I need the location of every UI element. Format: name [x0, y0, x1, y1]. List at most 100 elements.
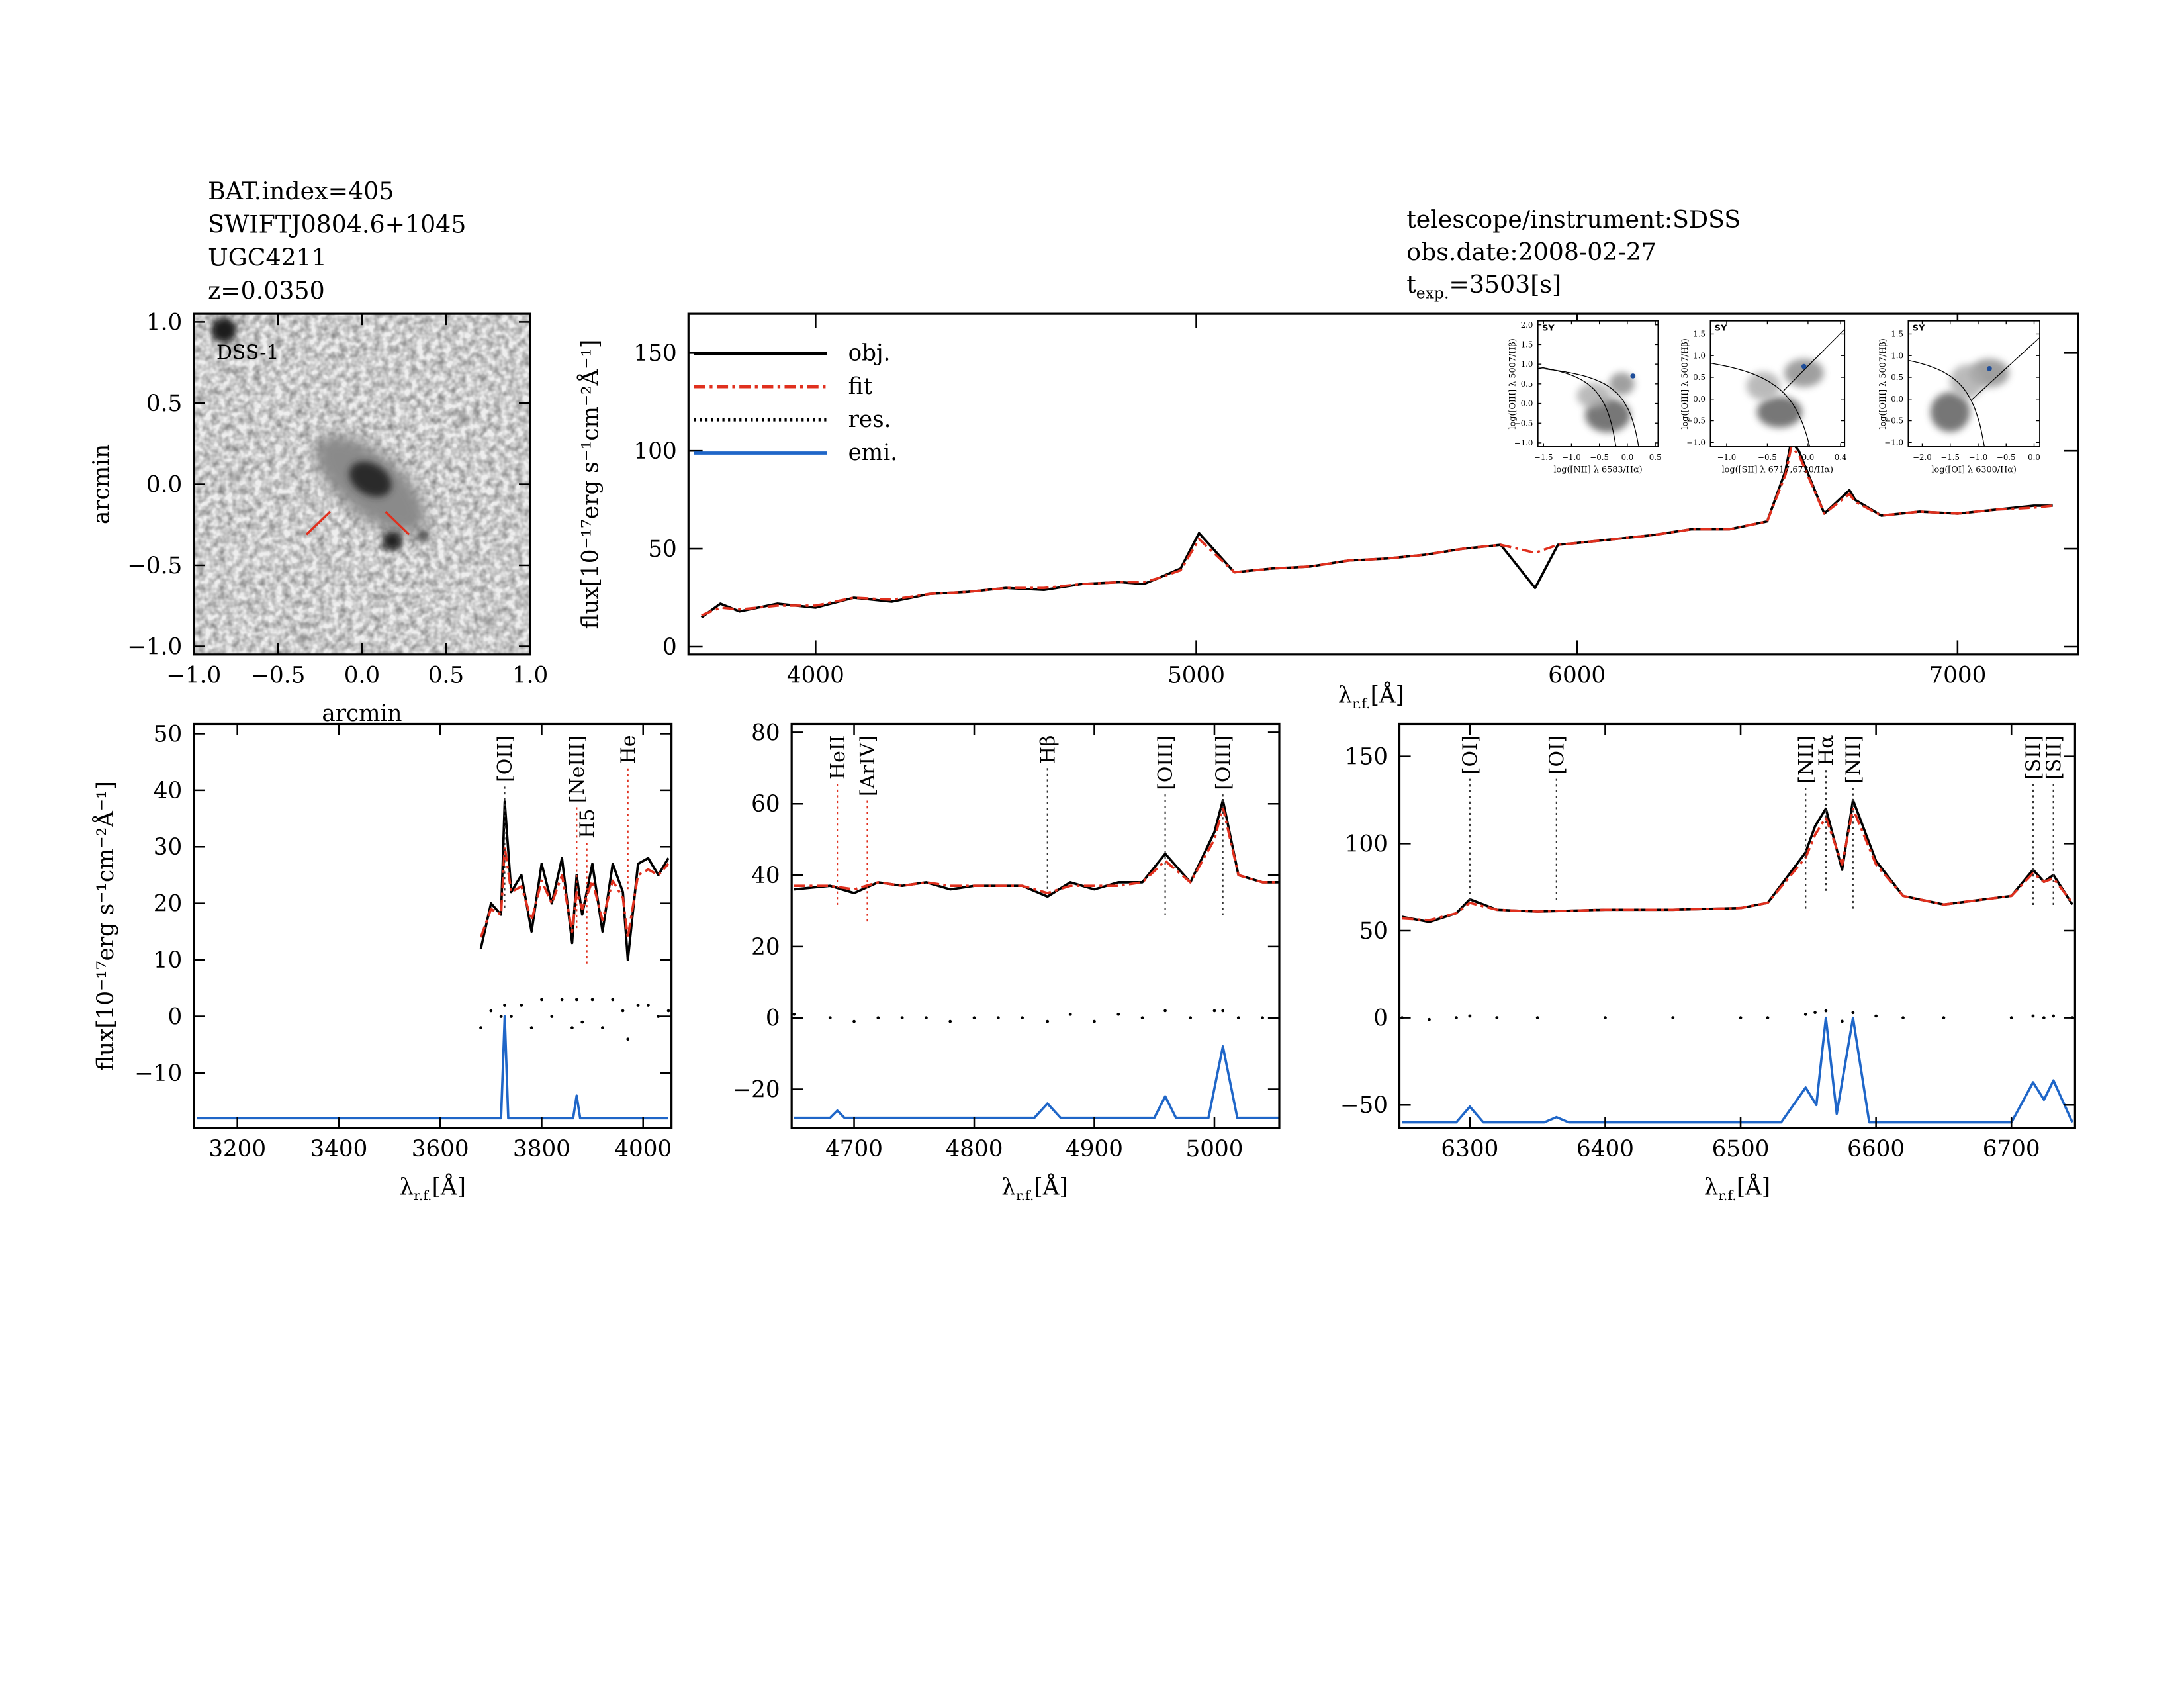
panel: 6300 6400 6500 6600 6700 −50 0 50 100 150 [OI] [OI]… [1340, 722, 2076, 1203]
demarcation-line [1972, 337, 2040, 400]
header-line: UGC4211 [208, 244, 327, 272]
faint-source [484, 618, 492, 627]
panel: 4700 4800 4900 5000 −20 0 20 40 60 80 HeII [ArIV] Hβ… [733, 720, 1281, 1203]
class-tag: SY [1913, 324, 1925, 334]
class-tag: SY [1542, 324, 1555, 334]
residual-point [580, 1020, 584, 1024]
residual-point [503, 1004, 506, 1007]
line-label: [SII] [2023, 735, 2046, 780]
residual-point [601, 1026, 604, 1029]
instrument: telescope/instrument:SDSS [1406, 205, 1741, 234]
companion [416, 530, 428, 542]
y-tick-label: −0.5 [1514, 418, 1533, 428]
x-tick-label: 6400 [1576, 1136, 1634, 1162]
plot-frame [790, 722, 1281, 1129]
line-label: [OIII] [1154, 735, 1177, 790]
residual-point [2052, 1014, 2055, 1018]
x-tick-label: 3400 [310, 1136, 367, 1162]
line-label: [OIII] [1212, 735, 1235, 790]
y-tick-label: 0.0 [1891, 395, 1903, 404]
faint-source [231, 471, 240, 481]
y-tick-label: 80 [751, 720, 780, 746]
residual-point [590, 998, 594, 1002]
residual-point [540, 998, 543, 1002]
residual-point [1046, 1019, 1050, 1023]
line-label: [NII] [1843, 735, 1866, 784]
y-tick-label: 60 [751, 791, 780, 818]
y-tick-label: −1.0 [1514, 438, 1533, 447]
y-tick-label: 1.0 [1521, 359, 1533, 369]
spectrum-line [479, 845, 670, 939]
panel: −1.0 −0.5 0.0 0.5 1.0 −1.0 −0.5 0.0 0.5 1.0 DSS-1 a… [89, 309, 549, 727]
inset-x-label: log([OI] λ 6300/Hα) [1931, 465, 2016, 475]
x-axis-sub: r.f. [1352, 696, 1370, 712]
x-axis-symbol: λ [399, 1174, 414, 1201]
plot-frame [193, 722, 673, 1129]
x-tick-label: 6500 [1712, 1136, 1770, 1162]
y-tick-label: 40 [154, 778, 182, 804]
y-tick-label: −0.5 [127, 553, 182, 579]
residual-point [499, 1015, 503, 1018]
star [211, 317, 237, 343]
residual-point [792, 1012, 796, 1016]
line-label: Hα [1815, 735, 1839, 766]
y-tick-label: 50 [648, 536, 676, 563]
demarcation-line [1908, 359, 1985, 447]
plot-frame [1907, 320, 2040, 447]
spectrum-line [1402, 807, 2073, 921]
y-tick-label: 20 [751, 934, 780, 961]
demarcation-line [1537, 366, 1617, 447]
object-point [1801, 363, 1807, 369]
faint-source [298, 633, 308, 643]
x-axis-sub: r.f. [414, 1188, 432, 1203]
residual-point [828, 1016, 832, 1020]
legend-label: obj. [848, 340, 891, 367]
residual-point [996, 1016, 1000, 1020]
companion [382, 531, 402, 551]
y-tick-label: −1.0 [1884, 438, 1903, 447]
residual-point [1212, 1009, 1216, 1013]
residual-point [900, 1016, 904, 1020]
residual-point [1455, 1016, 1458, 1019]
y-tick-label: 150 [1345, 744, 1388, 771]
line-label: He [617, 735, 640, 765]
inset-y-label: log([OIII] λ 5007/Hβ) [1680, 338, 1690, 429]
y-tick-label: 150 [634, 340, 677, 367]
residual-point [1093, 1019, 1096, 1023]
residual-point [1068, 1012, 1072, 1016]
residual-point [657, 1015, 660, 1018]
x-axis-label: λr.f.[Å] [1001, 1174, 1068, 1204]
x-tick-label: 1.0 [512, 663, 548, 689]
residual-point [1261, 1016, 1264, 1020]
y-tick-label: 0 [662, 634, 677, 661]
plot-frame [1709, 320, 1846, 447]
x-tick-label: −1.0 [166, 663, 221, 689]
x-axis-unit: [Å] [1737, 1174, 1770, 1201]
header-line: z=0.0350 [208, 277, 325, 305]
residual-point [1163, 1009, 1167, 1013]
x-axis-symbol: λ [1704, 1174, 1719, 1201]
exposure-sub: exp. [1416, 284, 1449, 303]
residual-point [550, 1015, 554, 1018]
x-tick-label: 3600 [412, 1136, 469, 1162]
slit-marker [385, 510, 410, 536]
line-label: [OI] [1459, 735, 1482, 775]
residual-point [1813, 1011, 1817, 1015]
x-tick-label: 0.5 [1649, 453, 1662, 462]
y-tick-label: 0.0 [1693, 395, 1706, 404]
x-tick-label: 4900 [1066, 1136, 1123, 1162]
residual-point [626, 1037, 630, 1041]
y-tick-label: 0.5 [1693, 373, 1706, 382]
y-tick-label: 0.5 [146, 391, 182, 417]
x-tick-label: −1.5 [1940, 453, 1960, 462]
x-tick-label: −0.5 [250, 663, 305, 689]
y-tick-label: 30 [154, 834, 182, 861]
panel: 4000 5000 6000 7000 0 50 100 150 obj. fit res. emi.… [577, 312, 2079, 712]
slit-marker [305, 510, 331, 536]
y-tick-label: 1.5 [1521, 340, 1533, 350]
inset-y-label: log([OIII] λ 5007/Hβ) [1878, 338, 1888, 429]
exposure-symbol: t [1406, 270, 1416, 299]
x-tick-label: −2.0 [1913, 453, 1932, 462]
